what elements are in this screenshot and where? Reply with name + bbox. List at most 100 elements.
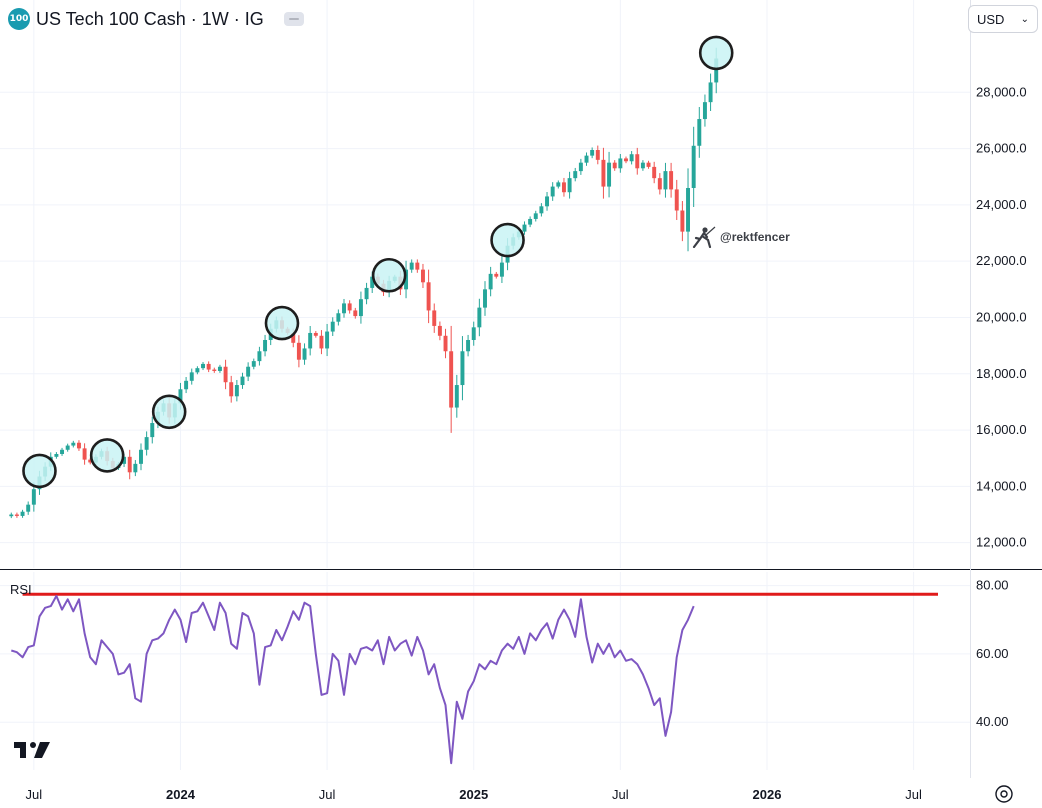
candle-body <box>663 171 668 190</box>
candle-body <box>454 385 459 408</box>
price-tick-label: 24,000.0 <box>976 197 1027 212</box>
candlestick-series <box>9 47 719 519</box>
candle-body <box>88 459 93 463</box>
candle-body <box>122 456 127 464</box>
candle-body <box>449 351 454 408</box>
candle-body <box>624 158 628 162</box>
candle-body <box>60 449 65 454</box>
rsi-panel: 80.00 60.00 40.00 <box>11 578 1009 765</box>
candle-body <box>325 331 330 349</box>
candle-body <box>539 206 544 214</box>
candle-body <box>14 514 19 516</box>
currency-label: USD <box>977 11 1005 27</box>
tradingview-logo <box>14 742 50 758</box>
candle-body <box>127 456 132 473</box>
candle-body <box>612 162 617 169</box>
candle-body <box>353 310 358 317</box>
candle-body <box>691 145 696 188</box>
candle-body <box>595 150 600 160</box>
currency-selector[interactable]: USD ⌄ <box>968 5 1038 33</box>
candle-body <box>20 511 25 516</box>
candle-body <box>590 150 595 156</box>
watermark-text: @rektfencer <box>720 230 790 244</box>
candle-body <box>567 178 572 193</box>
candle-body <box>133 463 138 473</box>
highlight-circle <box>698 35 734 71</box>
price-tick-label: 12,000.0 <box>976 535 1027 550</box>
candle-body <box>437 325 442 336</box>
symbol-title[interactable]: US Tech 100 Cash · 1W · IG <box>36 8 264 29</box>
candle-body <box>302 348 307 360</box>
candle-body <box>573 171 578 179</box>
candle-body <box>251 361 256 367</box>
candle-body <box>657 178 662 190</box>
collapse-legend-button[interactable] <box>283 12 304 26</box>
time-tick-label: 2024 <box>166 787 196 802</box>
highlight-circle <box>151 394 187 430</box>
price-tick-label: 14,000.0 <box>976 478 1027 493</box>
price-tick-label: 22,000.0 <box>976 253 1027 268</box>
candle-body <box>150 423 155 438</box>
candle-body <box>426 282 431 311</box>
candle-body <box>652 166 657 179</box>
candle-body <box>330 321 335 332</box>
candle-body <box>82 448 87 460</box>
candle-body <box>189 372 194 381</box>
price-axis: 12,000.0 14,000.0 16,000.0 18,000.0 20,000.0… <box>976 84 1027 549</box>
candle-body <box>471 327 476 340</box>
time-tick-label: Jul <box>905 787 922 802</box>
candle-body <box>635 154 640 169</box>
annotation-circles <box>22 35 734 489</box>
chart-header: 100 US Tech 100 Cash · 1W · IG <box>8 6 304 32</box>
candle-body <box>584 155 589 163</box>
candle-body <box>680 210 685 232</box>
gear-icon[interactable] <box>994 784 1014 804</box>
candle-body <box>499 262 504 277</box>
candle-body <box>201 363 205 369</box>
candle-body <box>561 182 566 193</box>
candle-body <box>477 307 482 328</box>
price-tick-label: 26,000.0 <box>976 141 1027 156</box>
candle-body <box>646 162 651 167</box>
candle-body <box>601 159 606 187</box>
candle-body <box>336 313 341 322</box>
rsi-tick-label: 80.00 <box>976 578 1009 593</box>
candle-body <box>522 224 527 232</box>
candle-body <box>9 514 14 517</box>
rsi-line <box>11 594 695 765</box>
highlight-circle <box>490 222 525 258</box>
price-tick-label: 20,000.0 <box>976 309 1027 324</box>
candle-body <box>234 385 239 397</box>
candle-body <box>714 58 719 83</box>
candle-body <box>556 182 561 187</box>
candle-body <box>26 504 31 512</box>
candle-body <box>629 154 634 162</box>
candle-body <box>578 162 583 172</box>
candle-body <box>65 445 70 450</box>
candle-body <box>409 262 414 270</box>
candle-body <box>195 368 200 373</box>
candle-body <box>71 442 76 446</box>
rsi-label[interactable]: RSI <box>10 582 32 597</box>
candle-body <box>483 289 487 308</box>
candle-body <box>370 276 375 288</box>
candle-body <box>223 366 228 383</box>
candle-body <box>206 363 211 370</box>
candle-body <box>31 489 36 505</box>
time-tick-label: 2026 <box>753 787 782 802</box>
candle-body <box>342 303 346 314</box>
candle-body <box>494 273 499 277</box>
candle-body <box>432 310 437 326</box>
candle-body <box>528 218 533 225</box>
grid-lines <box>0 0 1042 778</box>
candle-body <box>229 382 234 397</box>
candle-body <box>313 332 318 336</box>
candle-body <box>257 351 262 362</box>
candle-body <box>640 162 645 169</box>
time-tick-label: Jul <box>612 787 629 802</box>
watermark: @rektfencer <box>690 226 790 248</box>
candle-body <box>533 213 538 219</box>
time-tick-label: Jul <box>319 787 336 802</box>
candle-body <box>319 335 324 349</box>
